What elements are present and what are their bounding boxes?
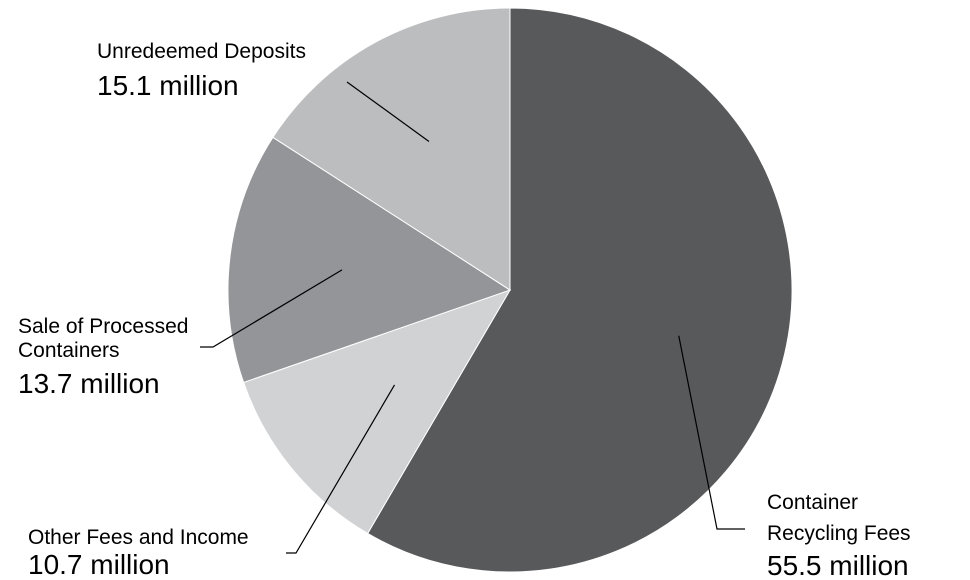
- slice-name-label: Container: [767, 491, 858, 514]
- leader-line: [286, 384, 396, 554]
- slice-name-label: Other Fees and Income: [28, 526, 249, 549]
- pie-slices: [227, 7, 793, 573]
- pie-slice-other-fees-and-income: [242, 289, 512, 535]
- slice-value-label: 15.1 million: [97, 70, 239, 101]
- pie-slice-container-recycling-fees: [366, 7, 793, 573]
- leader-line: [200, 269, 343, 348]
- slice-value-label: 55.5 million: [767, 550, 909, 580]
- slice-value-label: 13.7 million: [18, 368, 160, 399]
- slice-name-label: Containers: [18, 339, 120, 362]
- slice-value-label: 10.7 million: [28, 549, 170, 580]
- leader-line: [346, 81, 430, 142]
- pie-slice-sale-of-processed-containers: [227, 136, 512, 384]
- pie-slice-unredeemed-deposits: [272, 7, 511, 291]
- leader-line: [678, 335, 745, 530]
- slice-name-label: Sale of Processed: [18, 315, 188, 338]
- slice-name-label: Recycling Fees: [767, 522, 911, 545]
- slice-name-label: Unredeemed Deposits: [97, 40, 306, 63]
- slice-labels: Container Recycling Fees 55.5 million Other…: [18, 40, 911, 580]
